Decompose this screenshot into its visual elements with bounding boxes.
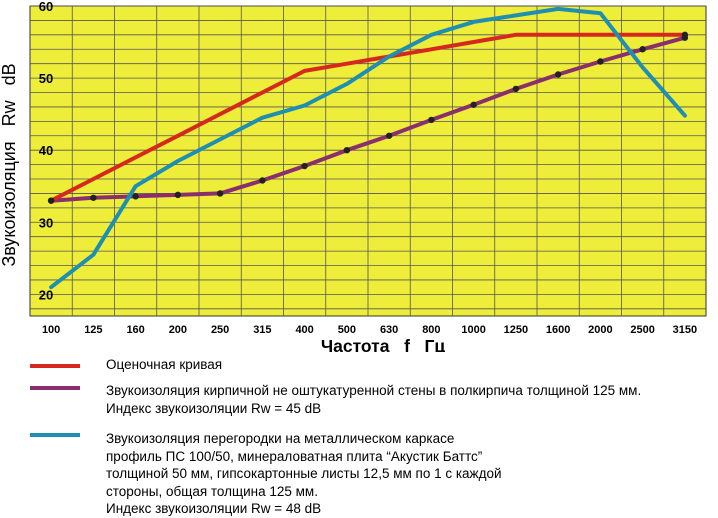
data-point	[470, 101, 477, 108]
x-tick-label: 100	[42, 324, 60, 336]
data-point	[428, 116, 435, 124]
data-point	[554, 71, 562, 78]
data-point	[174, 191, 182, 199]
data-point	[301, 162, 308, 170]
legend-swatch-purple	[30, 386, 80, 390]
y-tick-label: 30	[39, 215, 53, 230]
data-point	[216, 190, 224, 197]
x-tick-label: 250	[211, 324, 229, 336]
series-line	[49, 6, 687, 290]
data-point	[90, 194, 97, 201]
y-tick-label: 20	[39, 287, 53, 302]
x-axis-label: Частота f Гц	[321, 336, 446, 352]
data-point	[385, 132, 393, 139]
x-tick-label: 3150	[673, 324, 697, 336]
y-tick-label: 50	[39, 71, 53, 86]
data-point	[259, 177, 266, 184]
legend-swatch-blue	[30, 433, 80, 437]
x-tick-label: 1600	[546, 324, 570, 336]
x-tick-label: 200	[169, 324, 187, 336]
data-point	[681, 31, 689, 39]
legend-label-purple: Звукоизоляция кирпичной не оштукатуренно…	[106, 383, 642, 416]
y-axis-label: Звукоизоляция Rw dB	[0, 63, 19, 266]
chart: 20 30 40 50 60 100 125 160 200 250 315 400 500 630 800…	[0, 0, 707, 352]
data-point	[47, 197, 55, 204]
x-tick-label: 125	[84, 324, 102, 336]
data-point	[597, 58, 604, 65]
data-point	[132, 193, 139, 200]
y-tick-label: 40	[39, 143, 53, 158]
data-point	[512, 85, 520, 93]
x-tick-label: 800	[422, 324, 440, 336]
x-tick-label: 2000	[588, 324, 612, 336]
x-tick-label: 1250	[504, 324, 528, 336]
data-point	[639, 46, 646, 53]
x-tick-label: 2500	[630, 324, 654, 336]
series-line	[49, 32, 687, 203]
legend-label-red: Оценочная кривая	[106, 357, 223, 372]
data-point	[343, 146, 351, 154]
x-tick-label: 400	[295, 324, 313, 336]
x-tick-label: 315	[253, 324, 271, 336]
series-line	[49, 35, 687, 203]
legend-swatch-red	[30, 364, 80, 368]
x-tick-label: 1000	[461, 324, 485, 336]
x-tick-label: 160	[126, 324, 144, 336]
legend-label-blue: Звукоизоляция перегородки на металлическ…	[106, 431, 502, 516]
y-tick-label: 60	[39, 0, 53, 14]
x-tick-label: 630	[380, 324, 398, 336]
x-tick-label: 500	[338, 324, 356, 336]
